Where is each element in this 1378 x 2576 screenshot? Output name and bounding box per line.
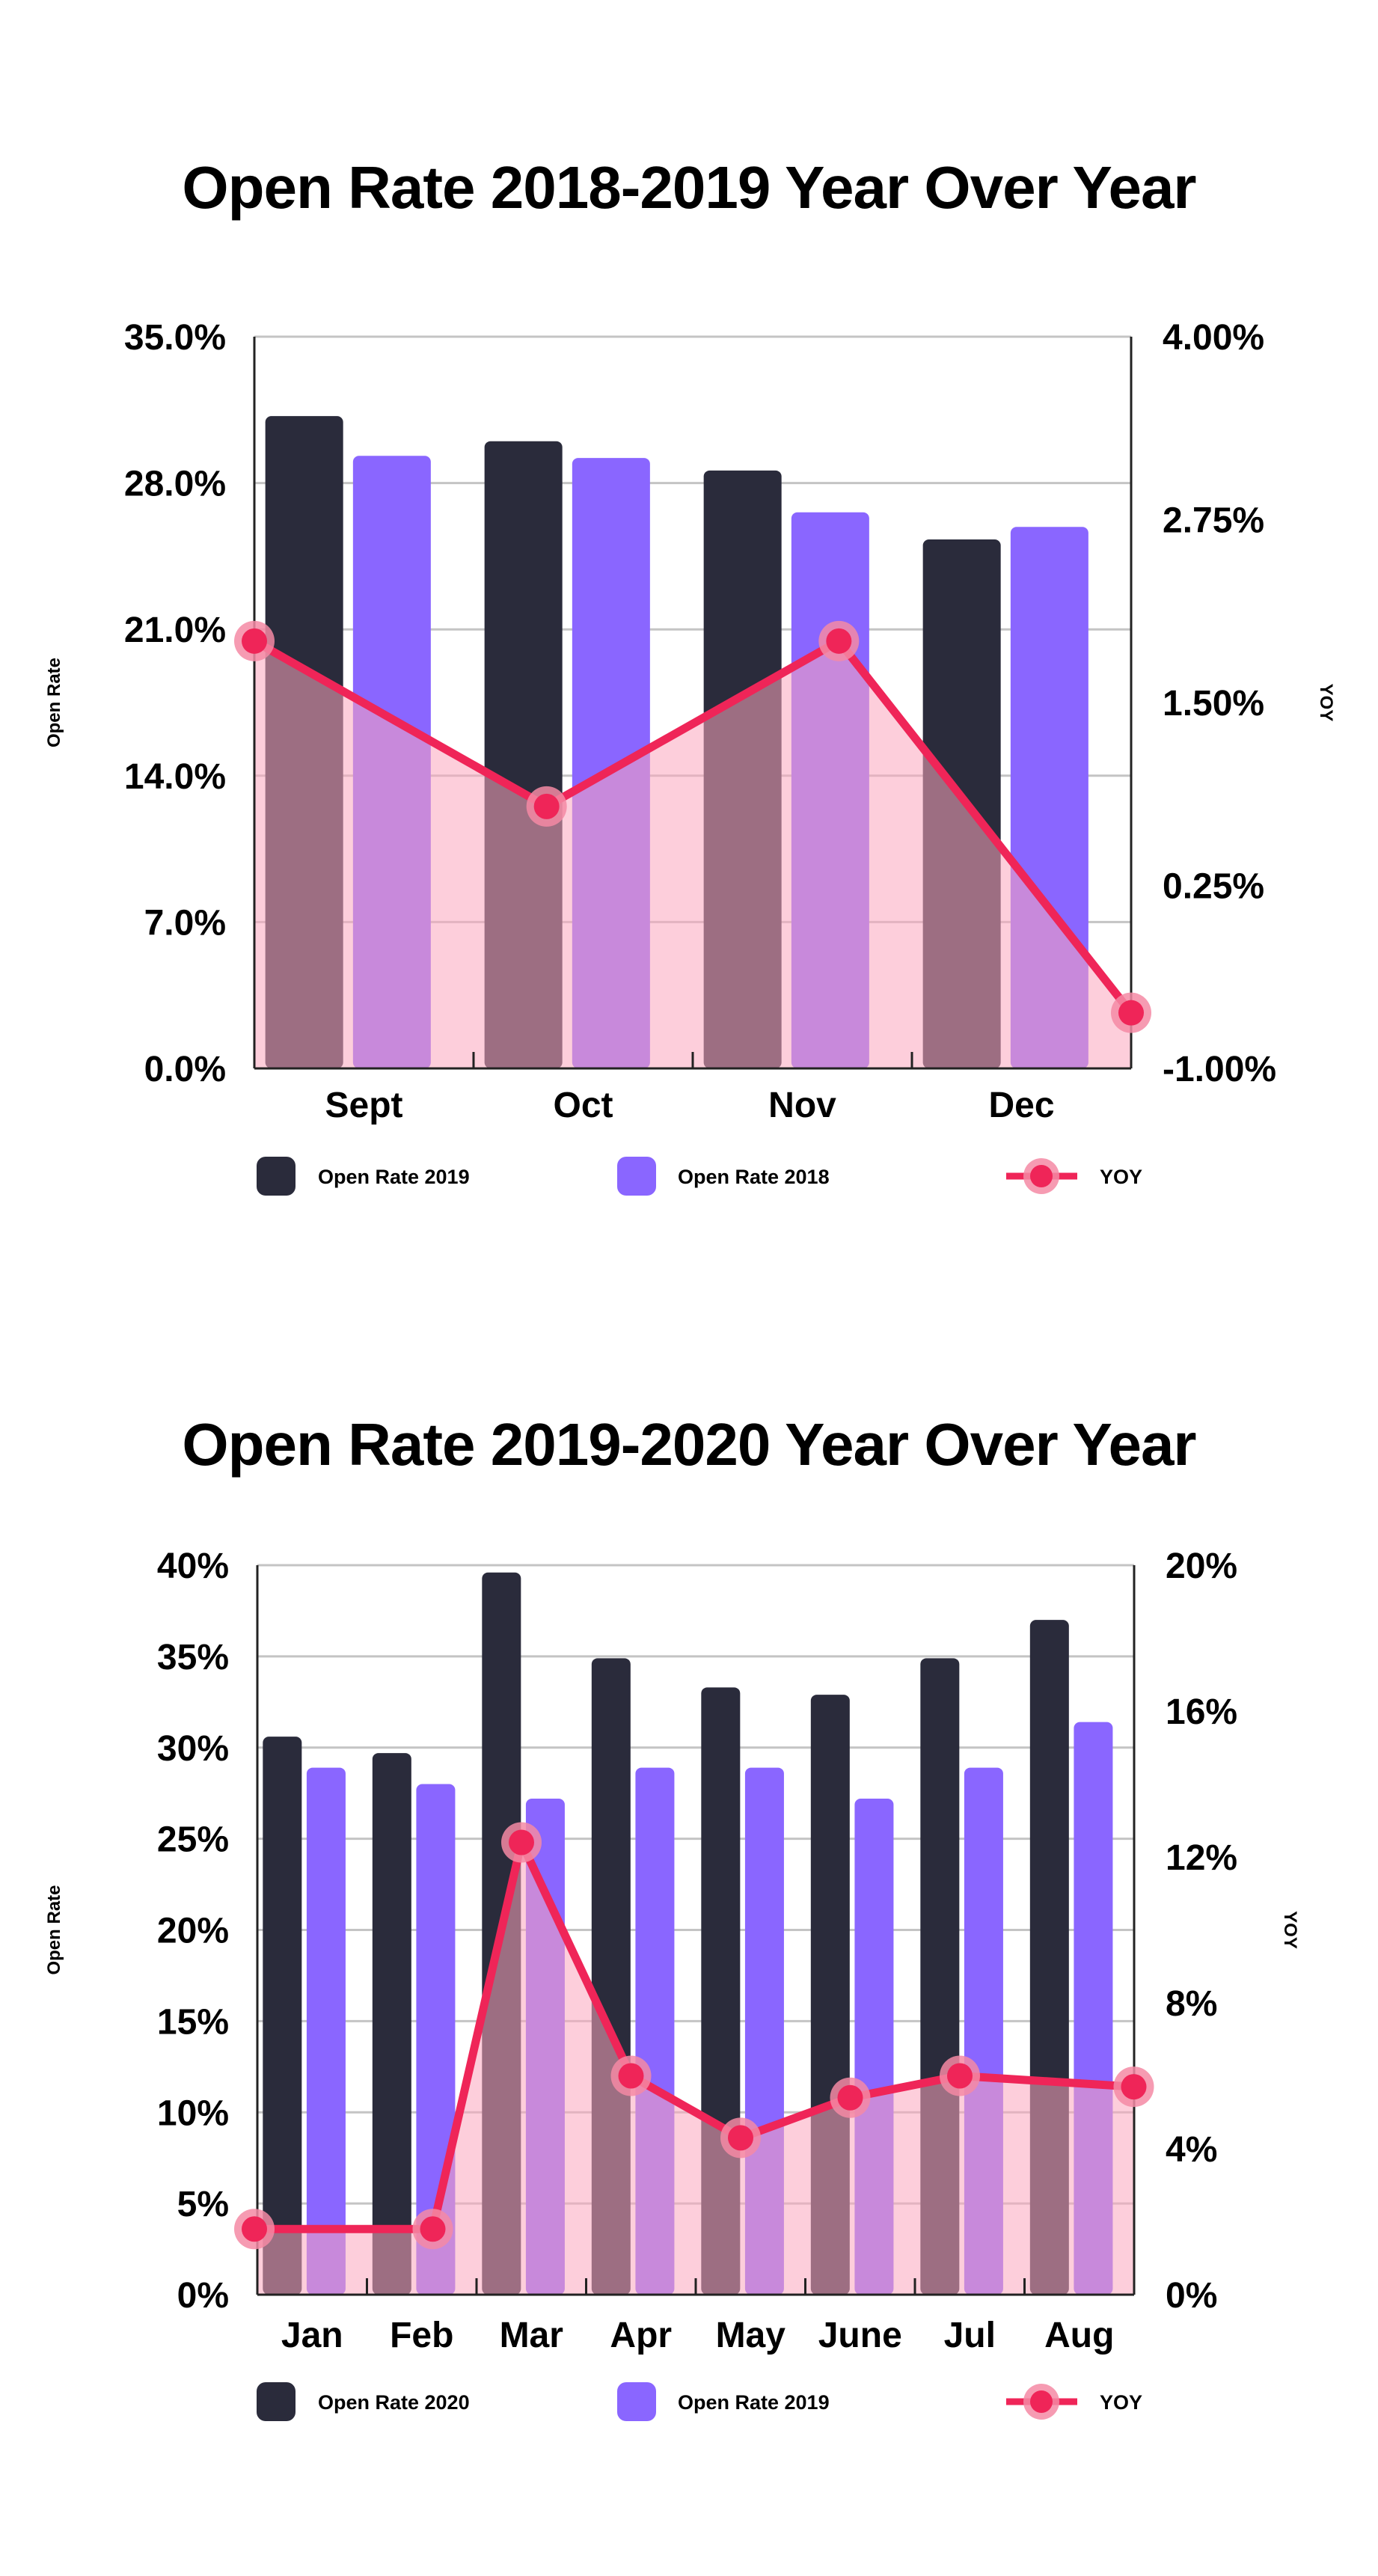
y-tick-label: 7.0% bbox=[144, 903, 226, 943]
yoy-line bbox=[250, 637, 1136, 1018]
yoy-point bbox=[1118, 1000, 1144, 1026]
legend-label: YOY bbox=[1100, 1166, 1142, 1188]
y-tick-label: 28.0% bbox=[124, 465, 226, 504]
y-tick-label: 14.0% bbox=[124, 757, 226, 797]
legend-label: Open Rate 2018 bbox=[678, 1166, 830, 1188]
x-tick-label: May bbox=[716, 2316, 786, 2355]
y-axis-title: Open Rate bbox=[44, 1885, 64, 1974]
yoy-point bbox=[1121, 2074, 1147, 2100]
y2-tick-label: 16% bbox=[1166, 1692, 1237, 1732]
x-tick-label: Feb bbox=[390, 2316, 453, 2355]
legend-label: Open Rate 2019 bbox=[678, 2391, 830, 2414]
x-tick-label: Mar bbox=[500, 2316, 563, 2355]
chart-title: Open Rate 2018-2019 Year Over Year bbox=[182, 154, 1196, 221]
x-tick-label: Oct bbox=[553, 1086, 613, 1125]
legend-marker bbox=[1030, 2390, 1053, 2413]
y2-tick-label: 1.50% bbox=[1163, 684, 1264, 723]
yoy-point bbox=[242, 2216, 267, 2242]
yoy-point bbox=[826, 628, 852, 654]
yoy-point bbox=[420, 2216, 446, 2242]
x-tick-label: Nov bbox=[768, 1086, 836, 1125]
chart-2019-2020: Open Rate 2019-2020 Year Over Year 0% 5% 1… bbox=[0, 1272, 1378, 2576]
yoy-point bbox=[509, 1829, 534, 1855]
x-tick-label: Apr bbox=[610, 2316, 672, 2355]
x-tick-label: Aug bbox=[1044, 2316, 1114, 2355]
y-tick-label: 35.0% bbox=[124, 318, 226, 358]
y2-tick-label: 4.00% bbox=[1163, 318, 1264, 358]
chart-title: Open Rate 2019-2020 Year Over Year bbox=[182, 1411, 1196, 1478]
y-tick-label: 35% bbox=[157, 1638, 229, 1677]
chart-2018-2019: Open Rate 2018-2019 Year Over Year 0.0% 7… bbox=[0, 0, 1378, 1272]
y-tick-label: 5% bbox=[177, 2185, 229, 2224]
y-tick-label: 0.0% bbox=[144, 1050, 226, 1089]
x-tick-label: Sept bbox=[325, 1086, 402, 1125]
y-axis-title: Open Rate bbox=[44, 658, 64, 747]
legend-swatch-dark bbox=[257, 1157, 295, 1196]
y2-tick-label: 12% bbox=[1166, 1838, 1237, 1878]
y-tick-label: 21.0% bbox=[124, 611, 226, 650]
yoy-area bbox=[254, 1842, 1134, 2295]
y2-axis-title: YOY bbox=[1316, 684, 1336, 722]
y-tick-label: 30% bbox=[157, 1729, 229, 1769]
legend-label: Open Rate 2020 bbox=[318, 2391, 470, 2414]
x-tick-label: June bbox=[818, 2316, 902, 2355]
y-tick-label: 15% bbox=[157, 2002, 229, 2042]
y2-tick-label: 4% bbox=[1166, 2130, 1217, 2170]
x-tick-label: Jul bbox=[944, 2316, 996, 2355]
x-tick-label: Jan bbox=[281, 2316, 343, 2355]
y2-tick-label: -1.00% bbox=[1163, 1050, 1276, 1089]
y2-tick-label: 8% bbox=[1166, 1984, 1217, 2024]
y-tick-label: 25% bbox=[157, 1820, 229, 1860]
legend-swatch-dark bbox=[257, 2382, 295, 2421]
y2-tick-label: 2.75% bbox=[1163, 501, 1264, 541]
y2-tick-label: 0.25% bbox=[1163, 867, 1264, 907]
bar-open-rate-2020 bbox=[263, 1737, 302, 2295]
x-tick-label: Dec bbox=[988, 1086, 1054, 1125]
yoy-point bbox=[947, 2063, 973, 2089]
legend-label: YOY bbox=[1100, 2391, 1142, 2414]
legend-swatch-purple bbox=[617, 2382, 656, 2421]
y-tick-label: 10% bbox=[157, 2093, 229, 2133]
y-tick-label: 20% bbox=[157, 1912, 229, 1951]
bar-open-rate-2019 bbox=[306, 1767, 346, 2295]
legend-label: Open Rate 2019 bbox=[318, 1166, 470, 1188]
y-tick-label: 40% bbox=[157, 1546, 229, 1586]
chart-2019-2020-plot: 0% 5% 10% 15% 20% 25% 30% 35% 40% 0% 4% 8% 12% 16% 20%… bbox=[44, 1546, 1300, 2421]
y2-tick-label: 0% bbox=[1166, 2276, 1217, 2316]
yoy-point bbox=[728, 2125, 753, 2151]
yoy-point bbox=[242, 628, 267, 654]
yoy-point bbox=[837, 2084, 863, 2111]
bar-open-rate-2020 bbox=[372, 1753, 411, 2295]
yoy-area bbox=[254, 640, 1131, 1068]
y2-axis-title: YOY bbox=[1280, 1911, 1300, 1949]
y-tick-label: 0% bbox=[177, 2276, 229, 2316]
yoy-point bbox=[618, 2063, 644, 2089]
legend-swatch-purple bbox=[617, 1157, 656, 1196]
y2-tick-label: 20% bbox=[1166, 1546, 1237, 1586]
legend-marker bbox=[1030, 1165, 1053, 1187]
yoy-point bbox=[533, 793, 560, 819]
chart-2018-2019-plot: 0.0% 7.0% 14.0% 21.0% 28.0% 35.0% -1.00% 0.25% 1… bbox=[44, 318, 1336, 1196]
